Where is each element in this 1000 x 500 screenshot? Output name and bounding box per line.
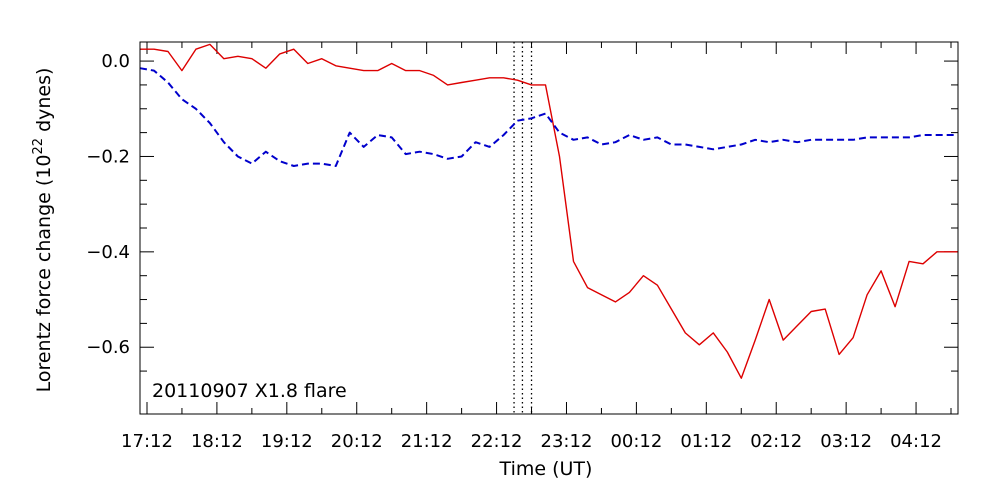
x-tick-label: 21:12 (401, 431, 453, 452)
x-tick-label: 22:12 (471, 431, 523, 452)
x-tick-label: 01:12 (680, 431, 732, 452)
series-line-red-solid (140, 43, 958, 379)
x-tick-label: 02:12 (750, 431, 802, 452)
x-tick-label: 03:12 (820, 431, 872, 452)
series-line-blue-dashed (139, 67, 958, 167)
y-axis-label-exponent: 22 (31, 138, 46, 155)
x-tick-label: 17:12 (121, 431, 173, 452)
x-axis-label: Time (UT) (499, 458, 593, 480)
y-tick-label: −0.6 (86, 337, 130, 358)
vertical-marker-lines (513, 42, 533, 414)
y-axis-label-main: Lorentz force change (10 (33, 155, 55, 393)
x-tick-label: 00:12 (610, 431, 662, 452)
y-axis-label: Lorentz force change (1022 dynes) (31, 68, 55, 393)
y-tick-label: −0.4 (86, 242, 130, 263)
flare-annotation: 20110907 X1.8 flare (152, 380, 347, 402)
y-tick-label: 0.0 (101, 51, 130, 72)
x-tick-label: 19:12 (261, 431, 313, 452)
plot-frame (139, 41, 959, 415)
x-tick-label: 04:12 (890, 431, 942, 452)
y-axis-label-tail: dynes) (33, 68, 55, 138)
series-layer (139, 43, 958, 379)
x-tick-label: 18:12 (191, 431, 243, 452)
x-tick-label: 20:12 (331, 431, 383, 452)
tick-layer (140, 42, 958, 414)
tick-label-layer: 17:12 18:12 19:12 20:12 21:12 22:12 23:12 00:12… (86, 51, 942, 452)
x-tick-label: 23:12 (541, 431, 593, 452)
y-tick-label: −0.2 (86, 146, 130, 167)
